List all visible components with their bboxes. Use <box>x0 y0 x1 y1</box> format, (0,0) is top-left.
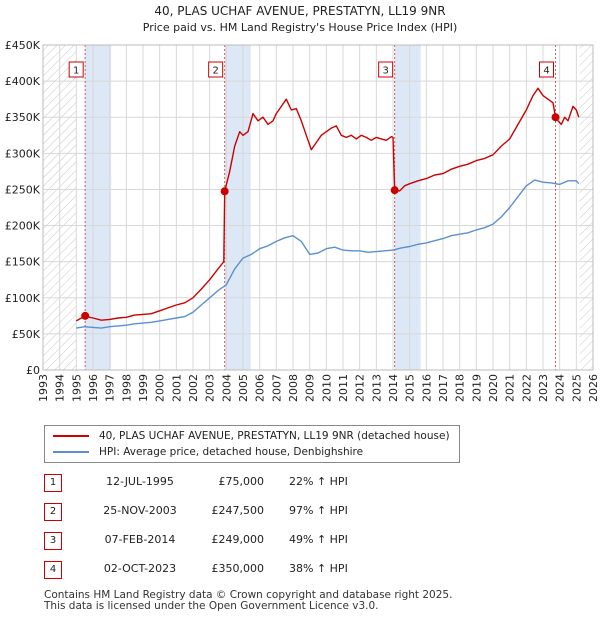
x-tick-label: 2026 <box>587 374 600 402</box>
x-tick-label: 2016 <box>420 374 433 402</box>
hpi-series-line <box>76 179 580 329</box>
transaction-price: £249,000 <box>211 533 265 546</box>
x-tick-label: 2015 <box>404 374 417 402</box>
y-tick-label: £350K <box>5 111 41 124</box>
sale-number-box <box>68 61 84 78</box>
legend-swatch-property <box>53 435 89 437</box>
transaction-hpi-change: 22% ↑ HPI <box>289 475 348 488</box>
plot-frame <box>42 44 594 371</box>
footer-attribution: Contains HM Land Registry data © Crown c… <box>44 590 452 612</box>
legend-swatch-hpi <box>53 451 89 453</box>
x-tick-label: 2000 <box>154 374 167 402</box>
x-tick-label: 2012 <box>354 374 367 402</box>
sale-point <box>551 113 560 122</box>
x-tick-label: 2014 <box>387 374 400 402</box>
footer-line: Contains HM Land Registry data © Crown c… <box>44 589 453 601</box>
x-tick-label: 2011 <box>337 374 350 402</box>
legend-item-hpi: HPI: Average price, detached house, Denb… <box>53 445 363 459</box>
chart-legend: 40, PLAS UCHAF AVENUE, PRESTATYN, LL19 9… <box>44 425 460 463</box>
x-tick-label: 2013 <box>370 374 383 402</box>
transaction-price: £75,000 <box>218 475 265 488</box>
legend-label-hpi: HPI: Average price, detached house, Denb… <box>99 446 364 458</box>
sale-number-label: 4 <box>543 66 549 77</box>
x-tick-label: 2004 <box>220 374 233 402</box>
transaction-hpi-change: 49% ↑ HPI <box>289 533 348 546</box>
x-tick-label: 2024 <box>554 374 567 402</box>
sale-number-label: 3 <box>382 66 388 77</box>
y-tick-label: £200K <box>5 220 41 233</box>
sale-highlight-band <box>224 45 251 370</box>
transaction-date: 12-JUL-1995 <box>106 475 174 488</box>
transaction-date: 25-NOV-2003 <box>103 504 177 517</box>
no-data-region-end <box>579 45 593 370</box>
x-tick-label: 2002 <box>187 374 200 402</box>
chart-title: 40, PLAS UCHAF AVENUE, PRESTATYN, LL19 9… <box>154 4 445 18</box>
sale-number-box <box>208 61 224 78</box>
x-tick-label: 2023 <box>537 374 550 402</box>
x-tick-label: 2006 <box>254 374 267 402</box>
sale-highlight-band <box>394 45 421 370</box>
x-tick-label: 1994 <box>54 374 67 402</box>
y-tick-label: £450K <box>5 39 41 52</box>
y-tick-label: £50K <box>12 328 41 341</box>
transaction-price: £247,500 <box>211 504 265 517</box>
x-tick-label: 1995 <box>70 374 83 402</box>
y-tick-label: £0 <box>26 364 40 377</box>
transaction-hpi-change: 38% ↑ HPI <box>289 562 348 575</box>
legend-label-property: 40, PLAS UCHAF AVENUE, PRESTATYN, LL19 9… <box>99 430 450 442</box>
y-tick-label: £100K <box>5 292 41 305</box>
sale-point <box>390 186 399 195</box>
footer-line: This data is licensed under the Open Gov… <box>44 600 379 612</box>
x-tick-label: 2021 <box>504 374 517 402</box>
x-tick-label: 2022 <box>520 374 533 402</box>
x-tick-label: 2009 <box>304 374 317 402</box>
x-tick-label: 2008 <box>287 374 300 402</box>
transaction-price: £350,000 <box>211 562 265 575</box>
transaction-number-badge: 2 <box>44 503 62 521</box>
x-tick-label: 2001 <box>170 374 183 402</box>
transaction-hpi-change: 97% ↑ HPI <box>289 504 348 517</box>
x-tick-label: 2018 <box>454 374 467 402</box>
x-tick-label: 1996 <box>87 374 100 402</box>
x-tick-label: 1998 <box>120 374 133 402</box>
property-price-series-line <box>75 87 580 322</box>
x-tick-label: 1993 <box>37 374 50 402</box>
x-tick-label: 2020 <box>487 374 500 402</box>
plot-area <box>43 45 593 370</box>
sale-number-box <box>539 61 554 78</box>
y-tick-label: £400K <box>5 75 41 88</box>
sale-number-label: 1 <box>73 66 79 77</box>
sale-point <box>81 311 90 320</box>
transaction-number-badge: 4 <box>44 561 62 579</box>
y-tick-label: £250K <box>5 183 41 196</box>
x-tick-label: 2005 <box>237 374 250 402</box>
x-tick-label: 2003 <box>204 374 217 402</box>
x-tick-label: 2010 <box>320 374 333 402</box>
y-tick-label: £150K <box>5 256 41 269</box>
transaction-number-badge: 3 <box>44 532 62 550</box>
chart-subtitle: Price paid vs. HM Land Registry's House … <box>143 21 458 34</box>
y-tick-label: £300K <box>5 147 41 160</box>
transaction-number-badge: 1 <box>44 474 62 492</box>
x-tick-label: 2007 <box>270 374 283 402</box>
transaction-date: 02-OCT-2023 <box>103 562 177 575</box>
sale-point <box>220 187 229 196</box>
x-tick-label: 1997 <box>104 374 117 402</box>
sale-highlight-band <box>85 45 112 370</box>
x-tick-label: 1999 <box>137 374 150 402</box>
x-tick-label: 2017 <box>437 374 450 402</box>
x-tick-label: 2025 <box>570 374 583 402</box>
sale-number-label: 2 <box>212 66 218 77</box>
sale-number-box <box>378 61 394 78</box>
transaction-date: 07-FEB-2014 <box>104 533 176 546</box>
x-tick-label: 2019 <box>470 374 483 402</box>
price-chart: 40, PLAS UCHAF AVENUE, PRESTATYN, LL19 9… <box>5 4 600 402</box>
legend-item-property: 40, PLAS UCHAF AVENUE, PRESTATYN, LL19 9… <box>53 429 450 443</box>
